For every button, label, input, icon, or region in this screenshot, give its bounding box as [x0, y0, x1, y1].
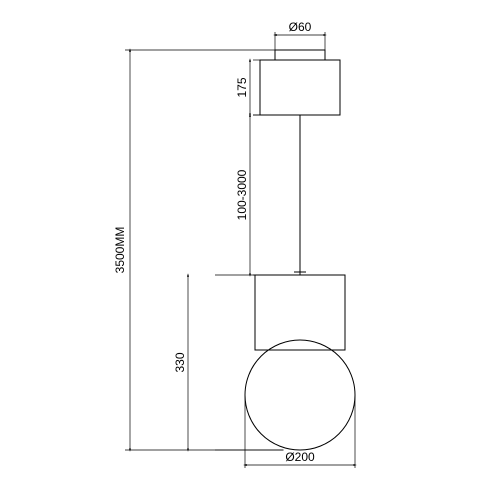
diagram.labels.cable_range: 100-3000: [235, 169, 249, 220]
canopy: [260, 60, 340, 115]
diagram.labels.canopy_height: 175: [235, 77, 249, 97]
diagram.labels.total_height: 3500MM: [113, 227, 127, 274]
diagram.labels.fixture_height: 330: [173, 352, 187, 372]
diagram.labels.top_diameter: Ø60: [289, 20, 312, 34]
ceiling-plate: [275, 50, 325, 60]
diagram.labels.globe_diameter: Ø200: [285, 450, 315, 464]
fixture-body: [255, 275, 345, 350]
globe: [245, 340, 355, 450]
